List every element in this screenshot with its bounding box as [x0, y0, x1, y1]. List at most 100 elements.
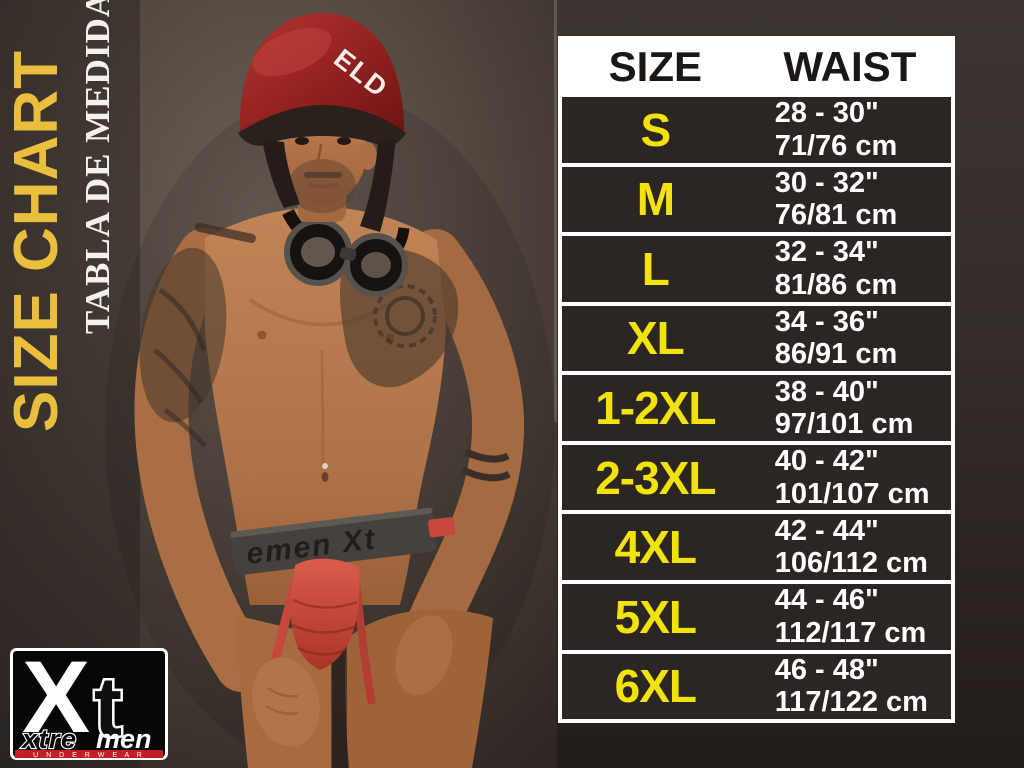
logo-letter-x: X	[22, 648, 90, 754]
helmet	[239, 13, 404, 132]
size-cell: 4XL	[562, 524, 749, 570]
header-size: SIZE	[608, 42, 703, 90]
model-photo-illustration: emen Xt	[0, 0, 557, 768]
armband	[461, 466, 511, 482]
size-label: 6XL	[614, 660, 697, 713]
size-label: 2-3XL	[595, 451, 716, 504]
model-left-arm	[406, 229, 525, 651]
model-ear	[359, 142, 377, 170]
logo-text-men: men	[96, 724, 152, 754]
waist-inches: 44 - 46"	[774, 584, 879, 617]
size-cell: 5XL	[562, 594, 749, 640]
logo-text-underwear: U N D E R W E A R	[33, 752, 145, 759]
waist-cell: 38 - 40" 97/101 cm	[749, 376, 951, 441]
logo-frame	[10, 648, 168, 760]
waist-inches: 46 - 48"	[774, 653, 879, 686]
waist-cm: 76/81 cm	[774, 199, 898, 232]
table-row: 5XL 44 - 46" 112/117 cm	[562, 579, 951, 650]
size-cell: 2-3XL	[562, 455, 749, 501]
backdrop-left-shade	[0, 0, 140, 768]
header-waist: WAIST	[783, 42, 917, 90]
waist-cm: 97/101 cm	[774, 408, 914, 441]
hand-detail	[265, 686, 299, 715]
size-cell: L	[562, 246, 749, 292]
table-row: S 28 - 30" 71/76 cm	[562, 93, 951, 163]
ab-line	[320, 349, 325, 469]
size-cell: M	[562, 176, 749, 222]
table-row: 1-2XL 38 - 40" 97/101 cm	[562, 371, 951, 441]
waist-inches: 28 - 30"	[774, 97, 879, 130]
size-cell: XL	[562, 315, 749, 361]
table-row: 2-3XL 40 - 42" 101/107 cm	[562, 440, 951, 511]
waist-inches: 34 - 36"	[774, 306, 879, 338]
navel-piercing	[322, 463, 328, 469]
size-label: 4XL	[614, 521, 697, 574]
helmet-visor	[238, 105, 406, 146]
waist-cell: 28 - 30" 71/76 cm	[749, 97, 951, 162]
waist-inches: 40 - 42"	[774, 445, 879, 478]
logo-letter-t: t	[94, 660, 122, 754]
size-table-header: SIZE WAIST	[562, 40, 951, 93]
logo-red-bar	[15, 750, 163, 758]
waist-cm: 101/107 cm	[774, 477, 930, 510]
waist-cm: 71/76 cm	[774, 129, 898, 162]
brand-logo: X t xtre men U N D E R W E A R	[10, 640, 168, 760]
helmet-strap	[262, 140, 300, 208]
eye	[337, 137, 351, 145]
goggles-left-glass	[301, 237, 335, 267]
table-row: 4XL 42 - 44" 106/112 cm	[562, 510, 951, 580]
size-label: L	[641, 242, 670, 295]
underwear-pouch	[290, 558, 360, 670]
waist-cm: 86/91 cm	[774, 338, 898, 371]
pouch-mesh	[291, 598, 358, 656]
waist-cell: 32 - 34" 81/86 cm	[749, 236, 951, 301]
helmet-highlight	[252, 27, 332, 77]
mustache	[304, 172, 342, 178]
waist-cm: 112/117 cm	[774, 616, 927, 649]
size-label: 5XL	[614, 590, 697, 643]
size-table-body: S 28 - 30" 71/76 cm M 30 - 32" 76/81 cm …	[562, 93, 951, 720]
waist-inches: 32 - 34"	[774, 236, 879, 269]
size-table: SIZE WAIST S 28 - 30" 71/76 cm M 30 - 32…	[558, 36, 955, 723]
vertical-title: SIZE CHART	[2, 50, 71, 432]
detail	[257, 330, 267, 340]
table-row: XL 34 - 36" 86/91 cm	[562, 301, 951, 372]
table-row: 6XL 46 - 48" 117/122 cm	[562, 649, 951, 720]
mouth	[307, 182, 339, 189]
waist-cm: 81/86 cm	[774, 268, 898, 301]
logo-text-xtre: xtre	[20, 724, 78, 754]
helmet-ear-flap	[360, 138, 396, 232]
brand-logo-art: X t xtre men U N D E R W E A R	[10, 640, 168, 760]
waist-cell: 40 - 42" 101/107 cm	[749, 445, 951, 510]
waist-cell: 46 - 48" 117/122 cm	[749, 654, 951, 719]
waist-cell: 42 - 44" 106/112 cm	[749, 515, 951, 580]
chest-tattoo-detail	[373, 284, 437, 348]
waist-inches: 30 - 32"	[774, 166, 879, 199]
chest-tattoo-detail	[385, 296, 425, 336]
waist-inches: 38 - 40"	[774, 375, 879, 408]
size-label: M	[636, 173, 675, 226]
size-cell: S	[562, 107, 749, 153]
armband	[464, 448, 510, 463]
waist-cell: 30 - 32" 76/81 cm	[749, 167, 951, 232]
waist-cm: 106/112 cm	[774, 547, 928, 580]
table-row: M 30 - 32" 76/81 cm	[562, 162, 951, 233]
goggles-bridge	[339, 247, 357, 261]
eye	[295, 137, 309, 145]
waist-cell: 34 - 36" 86/91 cm	[749, 306, 951, 371]
waist-cm: 117/122 cm	[774, 686, 928, 719]
nose	[316, 143, 330, 166]
navel	[321, 472, 329, 482]
waist-cell: 44 - 46" 112/117 cm	[749, 584, 951, 649]
collar-tattoo-text	[194, 222, 256, 243]
size-label: 1-2XL	[595, 382, 716, 435]
model-right-hand	[252, 657, 320, 747]
size-cell: 1-2XL	[562, 385, 749, 431]
vertical-subtitle: TABLA DE MEDIDAS	[78, 0, 117, 334]
waist-inches: 42 - 44"	[774, 514, 879, 547]
model-left-hand	[395, 615, 453, 695]
goggles-right-glass	[361, 252, 391, 278]
size-cell: 6XL	[562, 663, 749, 709]
arm-tattoo-detail	[153, 287, 207, 448]
